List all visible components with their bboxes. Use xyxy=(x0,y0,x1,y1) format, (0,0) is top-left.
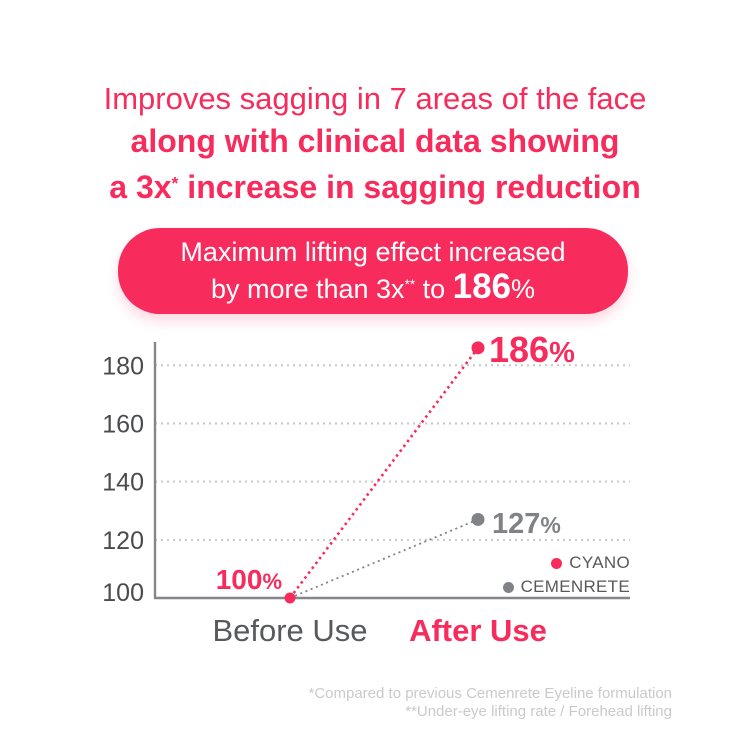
badge-line2: by more than 3x** to 186% xyxy=(211,268,535,306)
footnote-line2: **Under-eye lifting rate / Forehead lift… xyxy=(405,703,672,720)
double-asterisk-superscript: ** xyxy=(404,276,416,292)
claim-badge: Maximum lifting effect increased by more… xyxy=(118,228,628,314)
headline-line2: along with clinical data showing xyxy=(130,123,620,159)
data-point-cyano xyxy=(471,341,485,355)
x-label-after: After Use xyxy=(409,613,547,648)
badge-line1: Maximum lifting effect increased xyxy=(180,236,566,267)
point-label-cyano: 100% xyxy=(216,564,282,595)
headline-line3-suffix: increase in sagging reduction xyxy=(178,168,641,205)
y-tick-label: 120 xyxy=(102,527,144,555)
y-tick-label: 160 xyxy=(102,410,144,438)
x-label-before: Before Use xyxy=(212,613,367,648)
footnote-line1: *Compared to previous Cemenrete Eyeline … xyxy=(308,685,672,702)
data-point-cyano xyxy=(284,592,296,604)
legend-label-cemenrete: CEMENRETE xyxy=(520,577,630,596)
series-line-cemenrete xyxy=(289,518,479,599)
line-chart: 100 120 140 160 180 127% 100% 186% Before Use Aft… xyxy=(102,329,630,648)
footnotes: *Compared to previous Cemenrete Eyeline … xyxy=(308,685,672,721)
badge-percent: % xyxy=(511,273,536,304)
badge-line2-mid: to xyxy=(415,273,453,304)
point-label-cemenrete: 127% xyxy=(492,508,561,540)
headline-line1: Improves sagging in 7 areas of the face xyxy=(103,81,647,116)
badge-value: 186 xyxy=(452,266,512,306)
legend-dot-cemenrete-icon xyxy=(502,581,514,593)
y-tick-label: 100 xyxy=(102,579,144,607)
y-tick-label: 180 xyxy=(102,352,144,380)
data-point-cemenrete xyxy=(471,512,485,526)
headline-line3-prefix: a 3x xyxy=(109,168,172,205)
legend-item-cemenrete: CEMENRETE xyxy=(502,577,630,597)
asterisk-superscript: * xyxy=(171,173,179,193)
legend-label-cyano: CYANO xyxy=(569,553,630,572)
chart-legend: CYANO CEMENRETE xyxy=(502,553,630,597)
series-line-cyano xyxy=(288,347,480,599)
legend-dot-cyano-icon xyxy=(551,557,563,569)
legend-item-cyano: CYANO xyxy=(551,553,630,573)
headline-line3: a 3x* increase in sagging reduction xyxy=(0,162,750,208)
point-label-cyano: 186% xyxy=(489,329,575,370)
y-tick-label: 140 xyxy=(102,469,144,497)
headline: Improves sagging in 7 areas of the face … xyxy=(0,78,750,208)
badge-line2-prefix: by more than 3x xyxy=(210,273,405,304)
